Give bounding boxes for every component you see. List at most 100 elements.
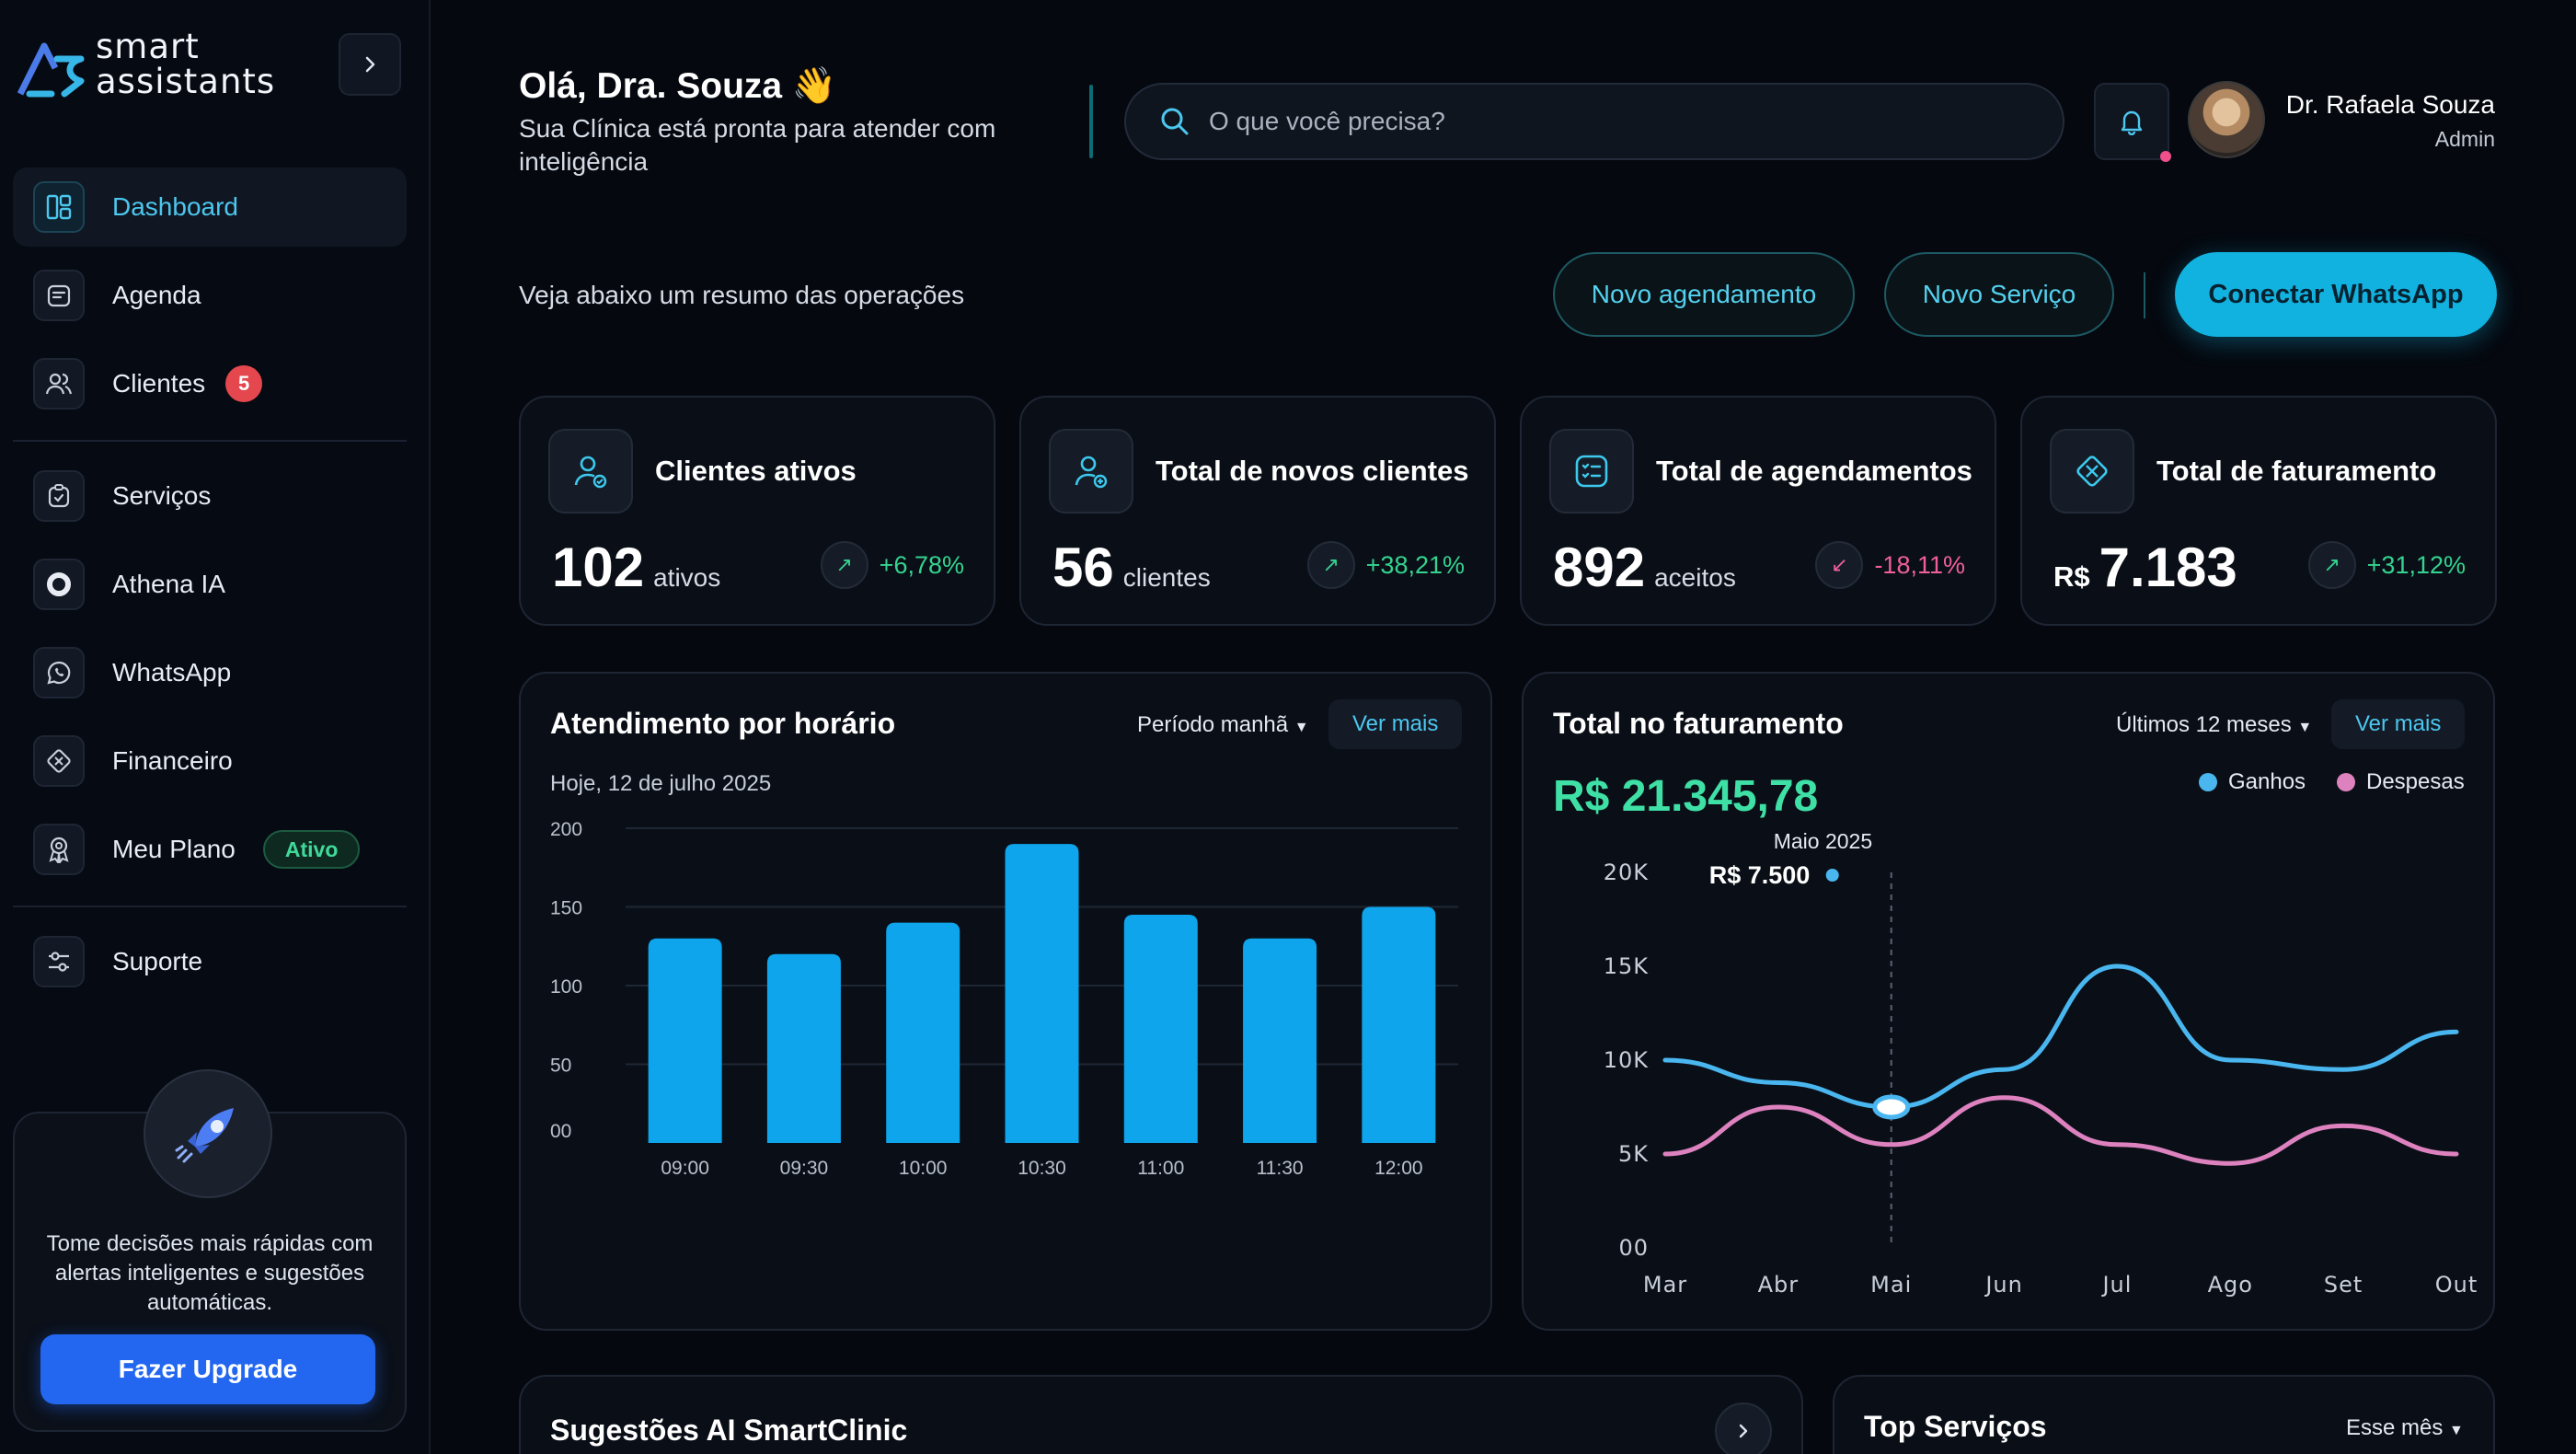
brand-line-2: assistants: [96, 62, 276, 101]
stat-value: 102 ativos: [552, 536, 720, 599]
summary-text: Veja abaixo um resumo das operações: [519, 281, 965, 309]
trend-value: +38,21%: [1365, 550, 1465, 579]
legend-dot-gains: [2199, 773, 2217, 791]
stat-trend: ↗ +6,78%: [820, 541, 964, 589]
x-tick-label: Out: [2435, 1272, 2478, 1298]
sidebar-item-label: Agenda: [112, 281, 201, 309]
legend-dot-expenses: [2337, 773, 2355, 791]
sidebar-item-label: Athena IA: [112, 570, 225, 598]
sidebar-item-servicos[interactable]: Serviços: [13, 456, 407, 536]
stat-card-appointments[interactable]: Total de agendamentos 892 aceitos ↙ -18,11…: [1520, 396, 1996, 626]
bar: [648, 938, 722, 1143]
attendance-ver-mais-button[interactable]: Ver mais: [1328, 699, 1463, 749]
stat-value: R$ 7.183: [2053, 536, 2237, 599]
x-tick-label: Abr: [1758, 1272, 1800, 1298]
sidebar: smart assistants Dashboard Agenda Client…: [0, 0, 431, 1454]
revenue-ver-mais-button[interactable]: Ver mais: [2331, 699, 2466, 749]
legend-label: Despesas: [2366, 769, 2465, 794]
sidebar-item-whatsapp[interactable]: WhatsApp: [13, 633, 407, 712]
x-tick-label: 12:00: [1374, 1158, 1423, 1179]
stat-title: Clientes ativos: [655, 455, 857, 487]
sidebar-divider: [13, 906, 407, 907]
header-divider: [1089, 85, 1093, 158]
search-input[interactable]: [1209, 107, 2037, 136]
x-tick-label: 11:30: [1257, 1158, 1304, 1179]
stat-title: Total de agendamentos: [1656, 455, 1972, 487]
rocket-icon: [144, 1069, 272, 1198]
highlight-point: [1872, 1094, 1911, 1120]
notifications-button[interactable]: [2094, 83, 2169, 160]
stat-value: 892 aceitos: [1553, 536, 1736, 599]
period-dropdown[interactable]: Período manhã ▼: [1137, 712, 1309, 738]
user-plus-icon: [1049, 429, 1133, 514]
connect-whatsapp-button[interactable]: Conectar WhatsApp: [2175, 252, 2497, 337]
suggestions-next-button[interactable]: [1715, 1402, 1772, 1454]
collapse-sidebar-button[interactable]: [339, 33, 401, 96]
trend-up-icon: ↗: [2307, 541, 2356, 589]
x-tick-label: Mai: [1870, 1272, 1912, 1298]
sidebar-item-financeiro[interactable]: Financeiro: [13, 721, 407, 801]
chevron-right-icon: [1739, 1424, 1748, 1438]
stat-unit: aceitos: [1654, 563, 1736, 592]
bar: [1243, 938, 1317, 1143]
upgrade-button[interactable]: Fazer Upgrade: [40, 1334, 375, 1404]
stat-number: 7.183: [2099, 537, 2237, 598]
avatar[interactable]: [2188, 81, 2265, 158]
series-line: [1662, 964, 2459, 1110]
search-bar[interactable]: [1124, 83, 2064, 160]
top-services-title: Top Serviços: [1864, 1410, 2047, 1443]
x-tick-label: Jun: [1984, 1272, 2023, 1298]
legend-label: Ganhos: [2228, 769, 2306, 794]
stat-card-active-clients[interactable]: Clientes ativos 102 ativos ↗ +6,78%: [519, 396, 995, 626]
x-tick-label: 09:00: [661, 1158, 709, 1179]
calendar-icon: [33, 270, 85, 321]
x-tick-label: 10:00: [899, 1158, 948, 1179]
sidebar-item-agenda[interactable]: Agenda: [13, 256, 407, 335]
x-tick-label: Mar: [1643, 1272, 1687, 1298]
x-tick-label: Jul: [2100, 1272, 2132, 1298]
caret-down-icon: ▼: [2297, 720, 2313, 735]
new-service-button[interactable]: Novo Serviço: [1884, 252, 2114, 337]
bar: [1362, 906, 1436, 1143]
y-tick-label: 15K: [1604, 953, 1650, 979]
top-services-dropdown[interactable]: Esse mês ▼: [2346, 1415, 2464, 1441]
brand-name: smart assistants: [96, 29, 275, 99]
sidebar-item-suporte[interactable]: Suporte: [13, 922, 407, 1001]
bar: [766, 953, 841, 1143]
y-tick-label: 200: [550, 819, 582, 840]
revenue-period-dropdown[interactable]: Últimos 12 meses ▼: [2116, 712, 2312, 738]
sidebar-item-athena-ia[interactable]: Athena IA: [13, 545, 407, 624]
x-tick-label: 11:00: [1137, 1158, 1184, 1179]
y-tick-label: 00: [550, 1121, 571, 1142]
new-appointment-button[interactable]: Novo agendamento: [1553, 252, 1855, 337]
stat-card-revenue[interactable]: Total de faturamento R$ 7.183 ↗ +31,12%: [2020, 396, 2497, 626]
stat-trend: ↗ +38,21%: [1306, 541, 1465, 589]
y-tick-label: 5K: [1618, 1141, 1649, 1167]
attendance-bar-chart: 200 150 100 50 00 09:00 09:30 10:00 10:30 11:00 11…: [550, 819, 1458, 1179]
revenue-line-chart: 20K 15K 10K 5K 00 Mar Abr Mai Jun Jul Ago Set Out Mai…: [1604, 829, 2478, 1298]
user-role: Admin: [2434, 127, 2495, 151]
sidebar-item-dashboard[interactable]: Dashboard: [13, 167, 407, 247]
plan-icon: [33, 824, 85, 875]
stat-trend: ↙ -18,11%: [1815, 541, 1965, 589]
chevron-right-icon: [365, 56, 375, 73]
logo-icon: [17, 42, 85, 98]
tooltip-dot: [1825, 869, 1839, 882]
stat-trend: ↗ +31,12%: [2307, 541, 2466, 589]
sliders-icon: [33, 936, 85, 987]
upgrade-text: Tome decisões mais rápidas com alertas i…: [46, 1231, 374, 1315]
whatsapp-icon: [33, 647, 85, 698]
clipboard-icon: [33, 470, 85, 522]
trend-value: -18,11%: [1874, 550, 1965, 579]
diamond-icon: [2050, 429, 2134, 514]
sidebar-item-clientes[interactable]: Clientes 5: [13, 344, 407, 423]
stat-card-new-clients[interactable]: Total de novos clientes 56 clientes ↗ +38,…: [1019, 396, 1496, 626]
stat-unit: ativos: [653, 563, 721, 592]
period-dropdown-label: Período manhã: [1137, 712, 1289, 737]
sidebar-item-meu-plano[interactable]: Meu Plano Ativo: [13, 810, 407, 889]
plan-status-badge: Ativo: [262, 830, 361, 869]
y-tick-label: 150: [550, 898, 582, 919]
user-check-icon: [548, 429, 633, 514]
sidebar-item-label: Suporte: [112, 947, 203, 975]
stat-title: Total de novos clientes: [1156, 455, 1469, 487]
